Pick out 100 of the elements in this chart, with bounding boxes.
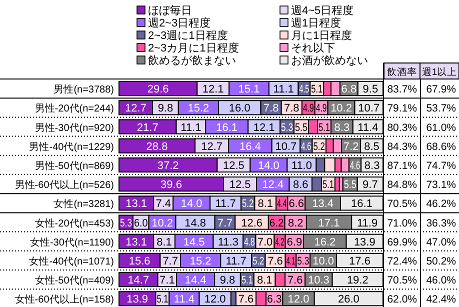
data-label: 12.7	[125, 102, 146, 115]
text: 36.3%	[426, 217, 456, 230]
data-label: 5.1	[311, 84, 326, 96]
data-label: 14.4	[184, 274, 206, 287]
data-label: 16.1	[351, 198, 372, 210]
data-label: 7.0	[257, 236, 273, 248]
text: 42.4%	[426, 294, 456, 306]
data-label: 7.7	[162, 255, 178, 268]
text: 70.5%	[387, 198, 417, 210]
data-label: 8.1	[156, 236, 172, 248]
data-label: 10.3	[308, 274, 330, 287]
data-label: 5.5	[344, 179, 360, 192]
text: 69.9%	[387, 236, 417, 248]
data-label: 11.7	[226, 255, 246, 268]
data-label: 13.9	[126, 294, 148, 306]
data-label: 11.0	[291, 160, 312, 172]
data-label: 9.8	[220, 274, 236, 287]
legend-label: 月に1日程度	[291, 29, 352, 42]
y-tick-label: 女性-60代以上(n=158)	[14, 294, 114, 306]
data-label: 5.5	[295, 122, 310, 134]
text: 53.7%	[426, 102, 456, 115]
data-label: 13.4	[312, 198, 334, 210]
data-label: 5.2	[242, 198, 258, 210]
data-label: 4.6	[350, 160, 366, 172]
legend-label: 週4~5日程度	[291, 4, 354, 17]
text: 72.4%	[387, 255, 417, 268]
data-label: 12.7	[201, 140, 223, 153]
data-label: 9.8	[158, 102, 174, 115]
data-label: 4.9	[316, 102, 332, 115]
data-label: 8.3	[364, 160, 380, 172]
legend-label: 週1日程度	[291, 16, 342, 30]
y-tick-label: 男性-60代以上(n=526)	[14, 179, 114, 192]
legend-label: それ以下	[291, 42, 335, 54]
text: 67.9%	[426, 84, 456, 96]
data-label: 12.5	[229, 179, 251, 192]
data-label: 16.0	[228, 102, 250, 115]
legend-label: ほぼ毎日	[148, 5, 192, 17]
text: 80.3%	[387, 122, 417, 134]
data-label: 7.6	[238, 294, 254, 306]
data-label: 13.1	[126, 198, 148, 210]
y-tick-label: 男性-40代(n=1229)	[29, 140, 114, 153]
text: 79.1%	[387, 102, 417, 115]
data-label: 14.8	[184, 217, 206, 230]
y-tick-label: 女性(n=3281)	[54, 198, 114, 210]
data-label: 15.6	[128, 255, 150, 268]
data-label: 9.5	[362, 84, 378, 96]
data-label: 14.0	[258, 160, 280, 172]
data-label: 14.7	[128, 274, 150, 287]
data-label: 11.1	[273, 84, 294, 96]
y-tick-label: 女性-20代(n=453)	[34, 217, 114, 230]
text: 84.8%	[387, 179, 417, 192]
data-label: 37.2	[157, 160, 179, 172]
data-label: 5.2	[252, 255, 268, 268]
data-label: 6.3	[267, 294, 282, 306]
data-label: 6.9	[286, 236, 302, 248]
data-label: 6.0	[134, 217, 150, 230]
data-label: 10.0	[312, 255, 334, 268]
data-label: 5.2	[313, 140, 329, 153]
legend-label: 2~3カ月に1日程度	[148, 42, 239, 54]
data-label: 12.6	[241, 217, 263, 230]
text: 83.7%	[387, 84, 417, 96]
data-label: 11.1	[180, 122, 202, 134]
data-label: 8.6	[292, 179, 308, 192]
text: 84.3%	[387, 140, 417, 153]
data-label: 12.4	[262, 179, 284, 192]
data-label: 7.6	[287, 274, 303, 287]
text: 47.0%	[426, 236, 456, 248]
data-label: 16.2	[314, 236, 336, 248]
data-label: 12.1	[202, 84, 224, 96]
text: 71.0%	[387, 217, 417, 230]
data-label: 10.2	[152, 217, 174, 230]
data-label: 7.8	[263, 102, 279, 115]
legend-label: お酒が飲めない	[291, 54, 368, 67]
data-label: 28.8	[146, 140, 168, 153]
text: 62.0%	[387, 294, 417, 306]
data-label: 15.1	[238, 84, 260, 96]
text: 73.1%	[426, 179, 456, 192]
data-label: 10.7	[275, 140, 297, 153]
text: 74.7%	[426, 160, 456, 172]
data-label: 6.6	[288, 198, 304, 210]
y-tick-label: 男性(n=3788)	[54, 84, 114, 96]
data-label: 13.1	[126, 236, 148, 248]
data-label: 11.4	[174, 294, 195, 306]
y-tick-label: 男性-50代(n=869)	[34, 160, 114, 172]
data-label: 19.2	[346, 274, 368, 287]
data-label: 8.2	[288, 217, 304, 230]
text: 68.6%	[426, 140, 456, 153]
y-tick-label: 女性-30代(n=1190)	[30, 236, 114, 248]
data-label: 7.1	[160, 274, 175, 287]
data-label: 5.3	[120, 217, 136, 230]
data-label: 8.5	[364, 140, 380, 153]
y-tick-label: 男性-30代(n=920)	[34, 122, 114, 134]
data-label: 11.9	[356, 217, 378, 230]
y-tick-label: 女性-50代(n=409)	[34, 274, 114, 287]
data-label: 12.5	[222, 160, 244, 172]
legend-label: 2~3週に1日程度	[148, 29, 228, 42]
data-label: 16.1	[216, 122, 238, 134]
data-label: 5.1	[318, 122, 334, 134]
data-label: 7.4	[156, 198, 171, 210]
data-label: 5.1	[156, 294, 172, 306]
